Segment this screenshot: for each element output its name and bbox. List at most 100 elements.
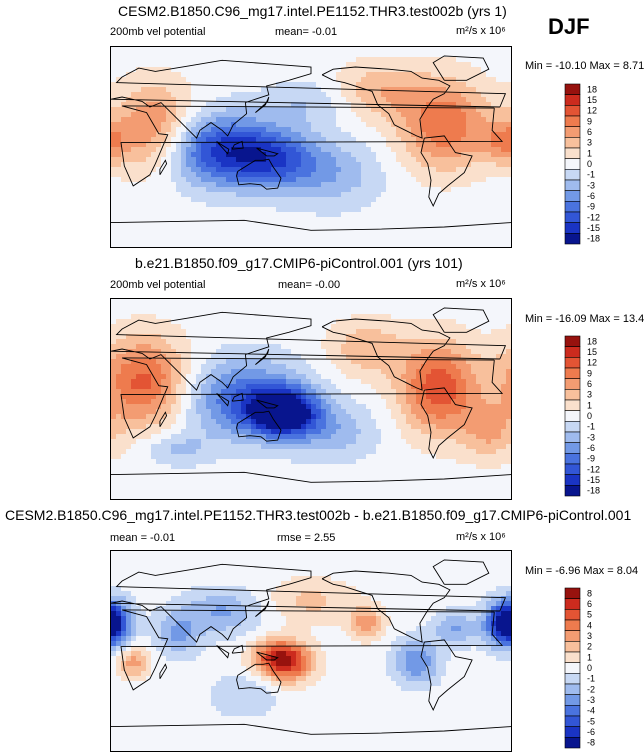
heat-cell: [201, 227, 207, 233]
heat-cell: [266, 162, 272, 168]
heat-cell: [206, 404, 212, 410]
heat-cell: [446, 172, 452, 178]
heat-cell: [391, 389, 397, 395]
heat-cell: [441, 122, 447, 128]
heat-cell: [246, 299, 252, 305]
heat-cell: [331, 177, 337, 183]
heat-cell: [501, 142, 507, 148]
heat-cell: [151, 172, 157, 178]
heat-cell: [301, 197, 307, 203]
heat-cell: [336, 127, 342, 133]
heat-cell: [386, 242, 392, 247]
heat-cell: [421, 62, 427, 68]
heat-cell: [146, 157, 152, 163]
heat-cell: [276, 329, 282, 335]
heat-cell: [331, 314, 337, 320]
heat-cell: [216, 162, 222, 168]
heat-cell: [216, 394, 222, 400]
heat-cell: [111, 344, 117, 350]
heat-cell: [481, 304, 487, 310]
heat-cell: [256, 217, 262, 223]
heat-cell: [506, 57, 511, 63]
heat-cell: [481, 77, 487, 83]
heat-cell: [451, 344, 457, 350]
heat-cell: [351, 62, 357, 68]
heat-cell: [126, 147, 132, 153]
heat-cell: [146, 102, 152, 108]
heat-cell: [386, 207, 392, 213]
heat-cell: [451, 227, 457, 233]
heat-cell: [371, 142, 377, 148]
heat-cell: [431, 162, 437, 168]
heat-cell: [241, 379, 247, 385]
heat-cell: [186, 394, 192, 400]
heat-cell: [161, 62, 167, 68]
heat-cell: [276, 309, 282, 315]
heat-cell: [501, 47, 507, 53]
heat-cell: [251, 142, 257, 148]
heat-cell: [381, 52, 387, 58]
heat-cell: [186, 57, 192, 63]
heat-cell: [401, 52, 407, 58]
heat-cell: [196, 359, 202, 365]
heat-cell: [381, 319, 387, 325]
heat-cell: [486, 77, 492, 83]
heat-cell: [501, 112, 507, 118]
heat-cell: [291, 207, 297, 213]
heat-cell: [466, 182, 472, 188]
heat-cell: [411, 177, 417, 183]
heat-cell: [446, 359, 452, 365]
heat-cell: [421, 127, 427, 133]
heat-cell: [181, 344, 187, 350]
heat-cell: [201, 217, 207, 223]
heat-cell: [221, 404, 227, 410]
colorbar-box: [564, 147, 581, 159]
heat-cell: [491, 62, 497, 68]
heat-cell: [391, 172, 397, 178]
heat-cell: [111, 329, 117, 335]
heat-cell: [271, 232, 277, 238]
heat-cell: [306, 162, 312, 168]
heat-cell: [171, 374, 177, 380]
heat-cell: [441, 177, 447, 183]
heat-cell: [356, 354, 362, 360]
heat-cell: [466, 177, 472, 183]
heat-cell: [496, 319, 502, 325]
heat-cell: [316, 102, 322, 108]
heat-cell: [196, 197, 202, 203]
heat-cell: [416, 72, 422, 78]
heat-cell: [381, 384, 387, 390]
heat-cell: [446, 299, 452, 305]
heat-cell: [461, 137, 467, 143]
heat-cell: [196, 107, 202, 113]
heat-cell: [401, 57, 407, 63]
heat-cell: [221, 92, 227, 98]
heat-cell: [336, 349, 342, 355]
heat-cell: [251, 72, 257, 78]
heat-cell: [306, 82, 312, 88]
heat-cell: [176, 364, 182, 370]
heat-cell: [281, 404, 287, 410]
heat-cell: [286, 309, 292, 315]
heat-cell: [181, 147, 187, 153]
heat-cell: [441, 227, 447, 233]
heat-cell: [241, 349, 247, 355]
heat-cell: [281, 77, 287, 83]
heat-cell: [441, 349, 447, 355]
heat-cell: [126, 384, 132, 390]
heat-cell: [291, 324, 297, 330]
heat-cell: [136, 384, 142, 390]
heat-cell: [246, 107, 252, 113]
heat-cell: [226, 222, 232, 228]
heat-cell: [241, 107, 247, 113]
heat-cell: [386, 122, 392, 128]
heat-cell: [496, 389, 502, 395]
heat-cell: [266, 349, 272, 355]
heat-cell: [326, 182, 332, 188]
heat-cell: [486, 112, 492, 118]
heat-cell: [391, 309, 397, 315]
heat-cell: [301, 299, 307, 305]
heat-cell: [226, 217, 232, 223]
heat-cell: [231, 157, 237, 163]
heat-cell: [496, 192, 502, 198]
